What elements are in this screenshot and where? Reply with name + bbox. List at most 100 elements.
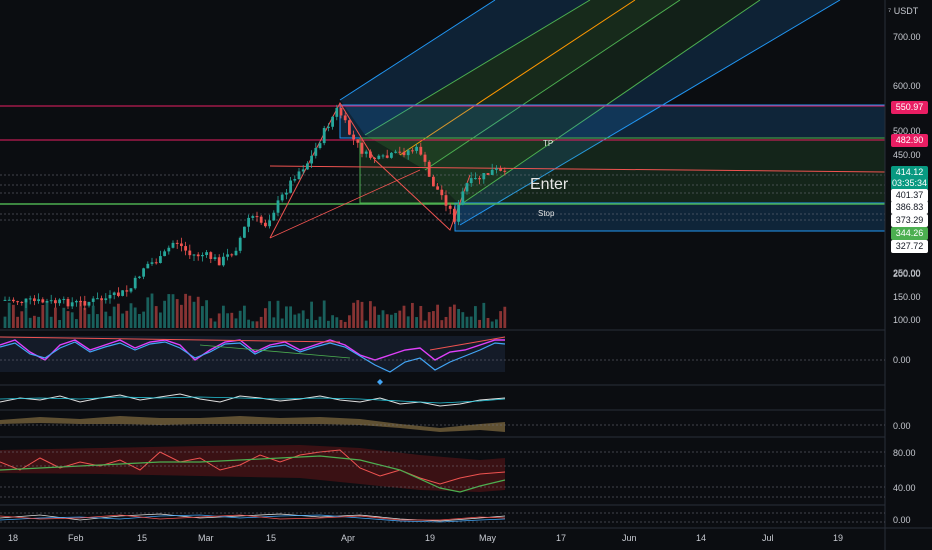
volume-bar (427, 312, 431, 328)
candle-body (381, 155, 385, 157)
currency-selector[interactable]: ⁷ USDT (888, 6, 919, 16)
candle-body (293, 179, 297, 181)
volume-bar (70, 312, 74, 328)
pitchfork-mid-upper-zone (365, 0, 680, 170)
rsi-green-line (0, 455, 506, 493)
volume-bar (66, 311, 70, 328)
candle-body (427, 161, 431, 177)
volume-bar (306, 318, 309, 328)
candle-body (28, 298, 32, 300)
candle-body (196, 254, 200, 257)
price-tag-401[interactable]: 401.37 (891, 189, 928, 202)
candle-body (154, 262, 158, 264)
volume-bar (251, 321, 255, 328)
candle-body (37, 299, 40, 302)
price-tag-344[interactable]: 344.26 (891, 227, 928, 240)
volume-bar (411, 302, 414, 328)
price-axis-label: 100.00 (893, 315, 921, 325)
volume-bar (352, 302, 355, 328)
stoch-divergence-line (0, 336, 341, 343)
volume-bar (415, 317, 418, 328)
candle-body (394, 151, 397, 153)
candlestick-series (3, 104, 507, 311)
candle-body (285, 192, 288, 195)
candle-body (348, 120, 351, 135)
stop-zone-box[interactable] (454, 202, 886, 232)
candle-body (129, 288, 133, 292)
volume-bar (180, 304, 183, 328)
candle-body (322, 128, 326, 144)
time-axis-label: 14 (696, 533, 707, 543)
volume-bar (33, 315, 36, 328)
pitchfork-upper-line[interactable] (339, 0, 496, 101)
stoch-pane-band (0, 336, 505, 372)
stop-annotation[interactable]: Stop (538, 209, 555, 218)
candle-body (314, 147, 318, 156)
volume-bar (7, 302, 11, 328)
volume-bar (377, 314, 381, 328)
volume-bar (293, 314, 297, 328)
volume-bar (58, 320, 61, 328)
volume-bar (217, 313, 221, 328)
candle-body (33, 298, 36, 302)
candle-body (243, 226, 246, 238)
volume-bar (486, 317, 490, 328)
volume-bar (163, 300, 166, 328)
profit-zone-box[interactable] (359, 137, 886, 204)
pitchfork-line-5[interactable] (459, 0, 761, 206)
price-tag-373[interactable]: 373.29 (891, 214, 928, 227)
volume-bar (129, 303, 133, 328)
candle-body (226, 254, 229, 257)
volume-bar (37, 316, 40, 328)
candle-body (16, 301, 19, 303)
volume-bar (272, 317, 276, 328)
time-axis-label: 18 (8, 533, 19, 543)
volume-bar (301, 310, 305, 328)
pitchfork-line-4[interactable] (424, 0, 681, 171)
volume-bar (150, 293, 154, 328)
volume-bar (453, 304, 456, 328)
trend-resistance-line[interactable] (269, 165, 886, 173)
price-axis-label: 500.00 (893, 126, 921, 136)
candle-body (3, 299, 7, 301)
price-tag-550[interactable]: 550.97 (891, 101, 928, 114)
candle-body (41, 299, 45, 303)
volume-bar (209, 318, 213, 328)
candle-body (142, 268, 145, 277)
price-axis-label: 700.00 (893, 32, 921, 42)
volume-bar (327, 320, 330, 328)
volume-bar (448, 306, 452, 328)
pitchfork-upper-zone (340, 0, 590, 135)
price-tag-327[interactable]: 327.72 (891, 240, 928, 253)
volume-series (3, 293, 507, 328)
candle-body (453, 208, 456, 222)
candle-body (264, 222, 267, 227)
price-tag-482[interactable]: 482.90 (891, 134, 928, 147)
candle-body (339, 107, 343, 116)
volume-bar (436, 304, 439, 328)
volume-bar (440, 320, 444, 328)
candle-body (96, 298, 99, 300)
volume-bar (259, 316, 263, 328)
candle-body (486, 173, 490, 175)
pitchfork-lower-line[interactable] (459, 0, 841, 226)
volume-bar (461, 312, 465, 328)
volume-bar (444, 316, 448, 328)
tp-zone-box[interactable] (339, 104, 886, 139)
candle-body (377, 155, 381, 159)
candle-body (213, 257, 217, 259)
volume-bar (465, 316, 469, 328)
volume-bar (238, 310, 242, 328)
price-tag-386[interactable]: 386.83 (891, 201, 928, 214)
volume-bar (390, 314, 393, 328)
zigzag-base[interactable] (269, 169, 421, 239)
time-axis-label: Jun (622, 533, 637, 543)
enter-annotation[interactable]: Enter (530, 176, 569, 193)
tp-annotation[interactable]: TP (543, 139, 554, 148)
pitchfork-median-line[interactable] (399, 0, 636, 156)
signal-diamond-marker (377, 379, 383, 385)
current-price-tag[interactable]: 414.12 (891, 166, 928, 179)
pitchfork-line-2[interactable] (364, 0, 591, 136)
